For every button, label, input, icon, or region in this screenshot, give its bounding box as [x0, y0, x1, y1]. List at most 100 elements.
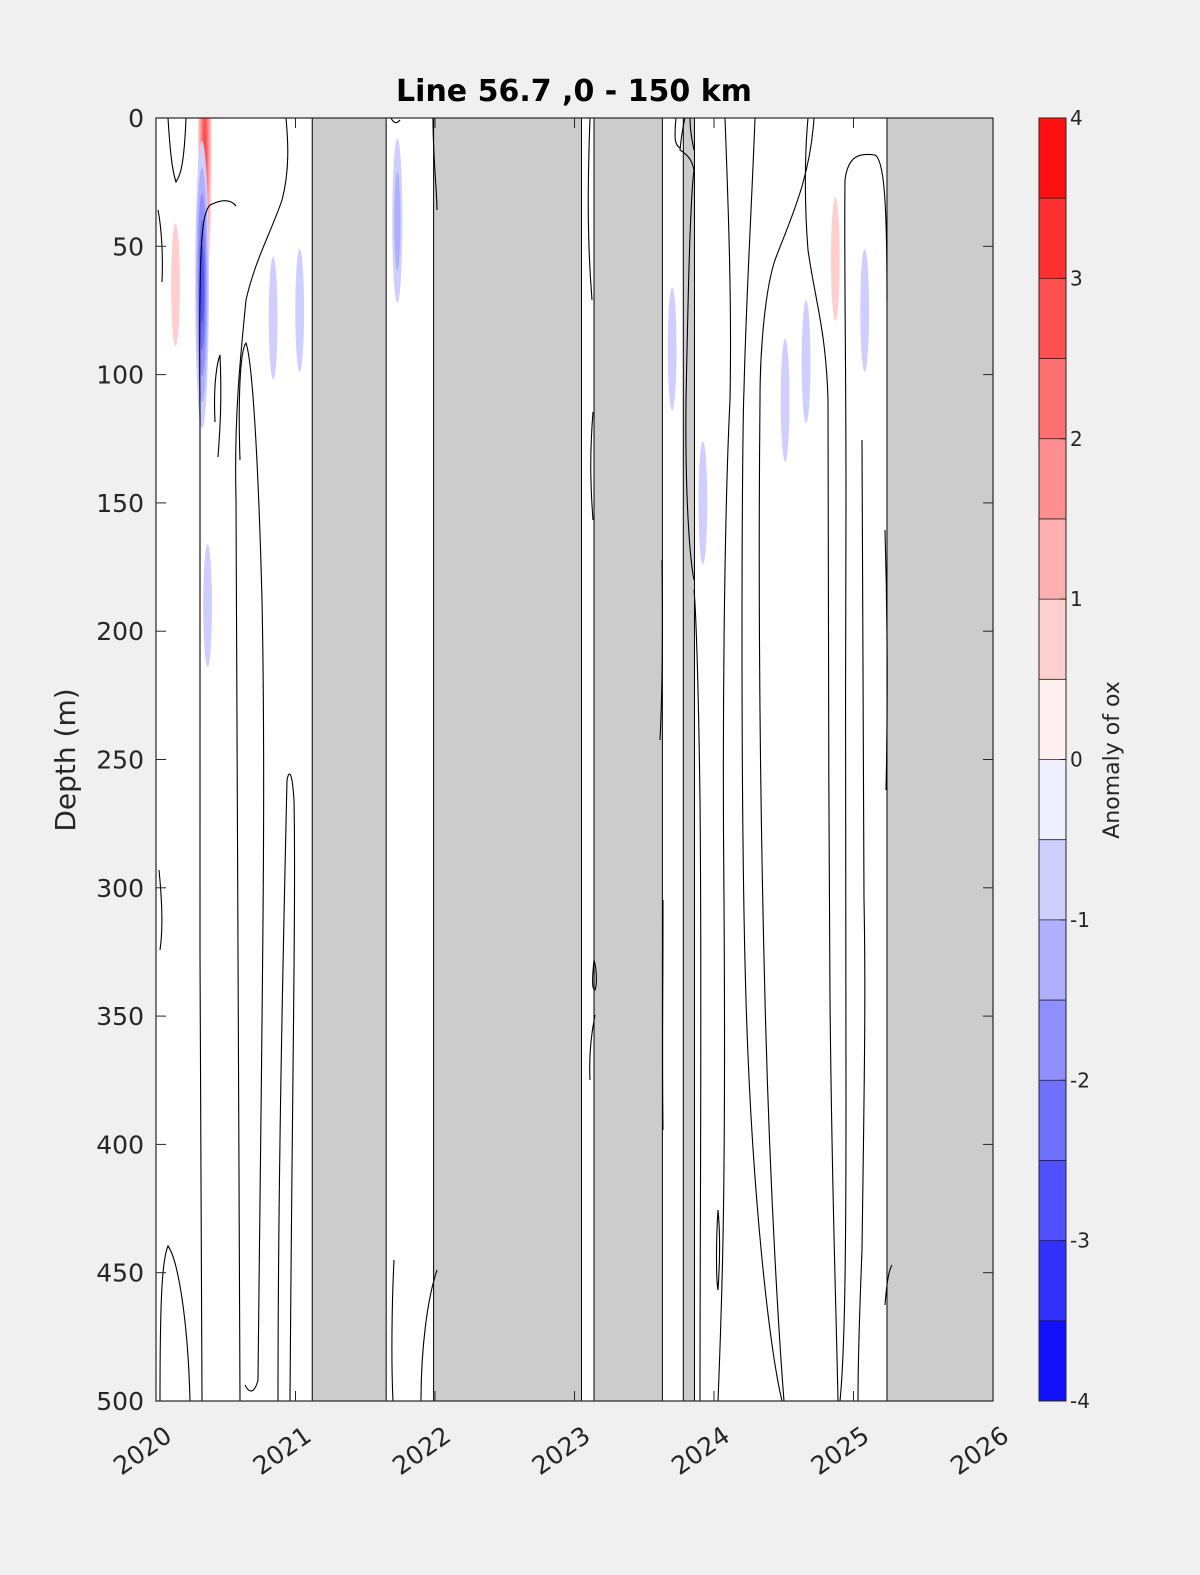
- colorbar-segment: [1039, 278, 1066, 360]
- anomaly-blob: [830, 197, 840, 321]
- colorbar-tick-label: 2: [1070, 427, 1083, 451]
- contour-lines: [157, 118, 893, 1401]
- contour-line: [157, 209, 163, 283]
- anomaly-level: [667, 287, 677, 411]
- contour-line: [857, 439, 866, 1401]
- contour-line: [199, 200, 237, 1401]
- colorbar-tick-label: -3: [1070, 1229, 1090, 1253]
- anomaly-blob: [295, 248, 305, 373]
- colorbar-segment: [1039, 759, 1066, 841]
- colorbar: 4 3 2 1 0 -1 -2 -3 -4: [1038, 106, 1090, 1413]
- y-tick-label: 100: [96, 361, 144, 390]
- anomaly-blob: [171, 223, 180, 347]
- anomaly-blob: [268, 256, 278, 380]
- colorbar-segment: [1039, 518, 1066, 600]
- contour-line: [839, 153, 888, 1401]
- x-tick-label: 2020: [108, 1421, 177, 1481]
- colorbar-segment: [1039, 919, 1066, 1001]
- anomaly-blob: [667, 287, 677, 411]
- anomaly-level: [801, 300, 811, 424]
- colorbar-segment: [1039, 358, 1066, 440]
- colorbar-tick-label: -2: [1070, 1068, 1090, 1092]
- chart-title: Line 56.7 ,0 - 150 km: [396, 74, 752, 109]
- y-tick-label: 50: [112, 232, 144, 261]
- contour-line: [758, 118, 815, 1401]
- anomaly-layer: [171, 118, 870, 668]
- contour-line: [590, 411, 594, 521]
- x-tick-label: 2023: [527, 1421, 596, 1481]
- y-tick-label: 450: [96, 1259, 144, 1288]
- contour-line: [432, 118, 438, 211]
- colorbar-tick-label: 3: [1070, 266, 1083, 290]
- anomaly-level: [394, 171, 401, 270]
- colorbar-tick-label: 0: [1070, 748, 1083, 772]
- anomaly-blob: [392, 138, 403, 303]
- y-tick-label: 300: [96, 874, 144, 903]
- anomaly-blob: [801, 300, 811, 424]
- contour-line: [214, 354, 222, 458]
- y-tick-label: 500: [96, 1387, 144, 1416]
- colorbar-segment: [1039, 839, 1066, 921]
- contour-line: [159, 1244, 191, 1401]
- colorbar-segment: [1039, 1160, 1066, 1242]
- x-tick-label: 2026: [945, 1421, 1014, 1481]
- y-tick-label: 250: [96, 746, 144, 775]
- x-tick-label: 2021: [248, 1421, 317, 1481]
- colorbar-tick-label: -4: [1070, 1389, 1090, 1413]
- colorbar-segment: [1039, 599, 1066, 680]
- y-tick-label: 150: [96, 489, 144, 518]
- contour-line: [167, 118, 187, 184]
- contour-line: [659, 559, 663, 741]
- contour-line: [715, 1209, 721, 1291]
- anomaly-blob: [780, 338, 790, 462]
- contour-line: [674, 118, 681, 149]
- colorbar-segment: [1039, 679, 1066, 760]
- contour-line: [693, 589, 702, 1401]
- anomaly-blob: [860, 248, 870, 373]
- anomaly-level: [780, 338, 790, 462]
- anomaly-blob: [195, 141, 209, 429]
- contour-line: [158, 869, 163, 951]
- no-data-band: [886, 118, 993, 1401]
- anomaly-level: [830, 197, 840, 321]
- anomaly-level: [860, 248, 870, 373]
- no-data-band: [311, 118, 387, 1401]
- no-data-layer: [311, 118, 993, 1401]
- contour-line: [238, 341, 265, 1392]
- anomaly-level: [171, 223, 180, 347]
- anomaly-blob: [698, 441, 708, 565]
- contour-line: [390, 118, 401, 124]
- contour-line: [804, 118, 839, 1401]
- y-tick-label: 200: [96, 617, 144, 646]
- colorbar-tick-label: 1: [1070, 587, 1083, 611]
- colorbar-segment: [1039, 198, 1066, 279]
- no-data-band: [593, 118, 663, 1401]
- contour-line: [717, 118, 732, 1401]
- contour-line: [679, 118, 695, 581]
- y-tick-label: 0: [128, 104, 144, 133]
- colorbar-segment: [1039, 118, 1066, 199]
- contour-line: [884, 1264, 893, 1306]
- x-tick-label: 2025: [806, 1421, 875, 1481]
- anomaly-level: [295, 248, 305, 373]
- colorbar-label: Anomaly of ox: [1100, 681, 1125, 839]
- no-data-band: [433, 118, 582, 1401]
- y-axis: 0 50 100 150 200 250 300 350 400 450 500: [96, 104, 993, 1416]
- colorbar-tick-label: 4: [1070, 106, 1083, 130]
- anomaly-level: [698, 441, 708, 565]
- contour-line: [277, 773, 296, 1401]
- anomaly-level: [203, 543, 213, 668]
- colorbar-segment: [1039, 1320, 1066, 1402]
- anomaly-level: [268, 256, 278, 380]
- contour-line: [589, 1014, 596, 1081]
- y-axis-label: Depth (m): [49, 688, 82, 831]
- contour-line: [592, 959, 597, 991]
- x-tick-label: 2024: [666, 1421, 735, 1481]
- colorbar-segment: [1039, 1080, 1066, 1161]
- contour-line: [420, 1269, 438, 1401]
- anomaly-blob: [203, 543, 213, 668]
- colorbar-tick-label: -1: [1070, 908, 1090, 932]
- contour-line: [689, 118, 695, 151]
- contour-line: [391, 1259, 395, 1401]
- contour-line: [884, 529, 888, 791]
